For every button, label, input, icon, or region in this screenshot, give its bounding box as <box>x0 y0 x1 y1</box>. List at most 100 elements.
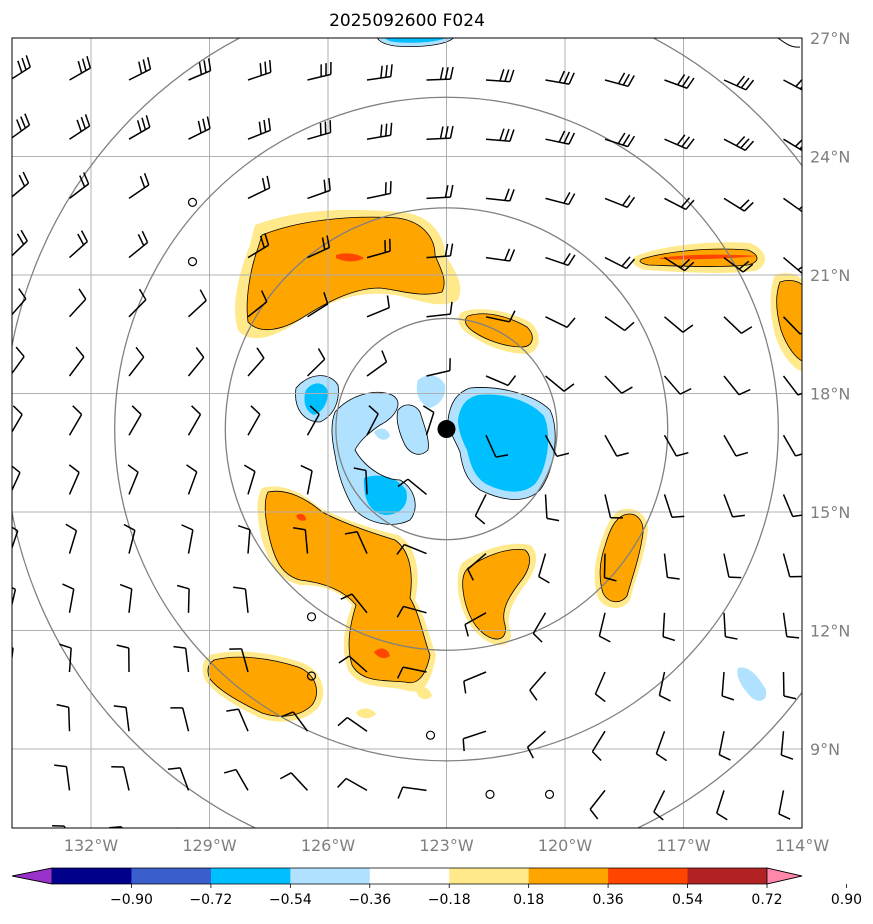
wind-barb <box>526 730 546 759</box>
wind-barb <box>113 705 130 732</box>
wind-barb <box>396 666 427 679</box>
colorbar-bin <box>290 868 371 884</box>
wind-barb <box>604 375 633 394</box>
wind-barbs <box>0 55 802 828</box>
colorbar-label: 0.18 <box>513 892 544 908</box>
wind-barb <box>307 177 331 200</box>
wind-barb <box>307 61 332 81</box>
wind-barb <box>128 173 150 200</box>
wind-barb <box>68 230 89 259</box>
wind-barb <box>12 113 31 139</box>
wind-barb <box>226 708 249 732</box>
wind-barb <box>366 238 391 259</box>
wind-barb <box>119 583 133 613</box>
lat-tick-label: 27°N <box>810 29 850 48</box>
positive-anomaly-band <box>202 209 802 722</box>
lat-tick-label: 12°N <box>810 622 850 641</box>
wind-barb <box>127 464 139 495</box>
wind-barb <box>604 72 635 88</box>
wind-barb <box>186 464 198 495</box>
wind-barb <box>664 197 695 211</box>
wind-barb <box>662 612 676 642</box>
colorbar-bin <box>687 868 768 884</box>
wind-barb <box>664 74 695 89</box>
wind-barb <box>397 478 427 495</box>
colorbar-label: −0.36 <box>348 892 391 908</box>
wind-barb <box>462 730 487 752</box>
wind-barb <box>167 767 190 791</box>
wind-barb <box>396 605 427 618</box>
wind-barb <box>68 464 80 495</box>
calm-wind-marker <box>187 257 198 267</box>
lat-tick-label: 24°N <box>810 148 850 167</box>
wind-barb <box>338 655 368 673</box>
wind-barb <box>782 612 800 639</box>
wind-barb <box>782 375 802 396</box>
wind-barb <box>128 115 151 140</box>
map-area <box>0 38 802 828</box>
wind-barb <box>782 553 802 578</box>
colorbar-label: 0.54 <box>672 892 703 908</box>
wind-barb <box>783 197 802 213</box>
wind-barb <box>723 553 742 579</box>
wind-barb <box>337 777 368 792</box>
wind-barb <box>12 288 27 316</box>
wind-barb <box>545 316 576 329</box>
wind-barb <box>463 671 487 694</box>
wind-barb <box>396 543 427 555</box>
wind-barb <box>604 256 636 270</box>
calm-wind-marker <box>425 730 436 740</box>
wind-barb <box>247 117 272 140</box>
wind-barb <box>293 527 309 554</box>
wind-barb <box>397 786 427 799</box>
wind-barb <box>281 711 309 732</box>
wind-barb <box>337 716 368 732</box>
calm-wind-marker <box>485 789 495 800</box>
colorbar-bin <box>131 868 212 884</box>
wind-barb <box>723 612 738 640</box>
wind-barb <box>658 671 671 702</box>
wind-barb <box>783 138 802 152</box>
colorbar-label: 0.90 <box>831 892 862 908</box>
wind-barb <box>544 434 570 458</box>
wind-barb <box>12 229 28 257</box>
wind-barb <box>54 764 71 791</box>
calm-wind-marker <box>544 789 555 800</box>
coastline <box>777 38 801 48</box>
wind-barb <box>485 310 516 323</box>
wind-barb <box>529 671 547 701</box>
colorbar-bin <box>608 868 689 884</box>
wind-barb <box>604 132 636 148</box>
wind-barb <box>545 191 576 206</box>
colorbar-label: −0.72 <box>189 892 232 908</box>
wind-barb <box>716 790 728 821</box>
wind-barb <box>545 70 575 85</box>
wind-barb <box>279 772 309 791</box>
wind-barb <box>723 434 749 457</box>
wind-barb <box>68 288 87 318</box>
calm-wind-marker <box>306 612 317 622</box>
lon-tick-label: 132°W <box>64 836 119 855</box>
wind-barb <box>0 764 10 790</box>
wind-barb <box>306 405 320 436</box>
calm-wind-marker <box>306 671 317 681</box>
longitude-labels: 132°W 129°W 126°W 123°W 120°W 117°W 114°W <box>64 836 830 855</box>
wind-barb <box>65 523 78 554</box>
wind-barb <box>589 789 606 820</box>
wind-barb <box>69 55 92 81</box>
wind-barb <box>426 358 451 377</box>
wind-barb <box>538 553 550 584</box>
lat-tick-label: 18°N <box>810 385 850 404</box>
wind-barb <box>366 181 392 200</box>
wind-barb <box>237 525 251 554</box>
wind-barb <box>128 230 149 259</box>
lon-tick-label: 129°W <box>182 836 237 855</box>
wind-barb <box>62 583 75 613</box>
wind-barb <box>366 64 393 81</box>
wind-barb <box>532 612 547 643</box>
colorbar-bin <box>52 868 132 884</box>
wind-barb <box>782 494 802 518</box>
wind-barb <box>663 375 692 395</box>
wind-barb <box>12 465 21 492</box>
wind-barb <box>426 125 454 140</box>
